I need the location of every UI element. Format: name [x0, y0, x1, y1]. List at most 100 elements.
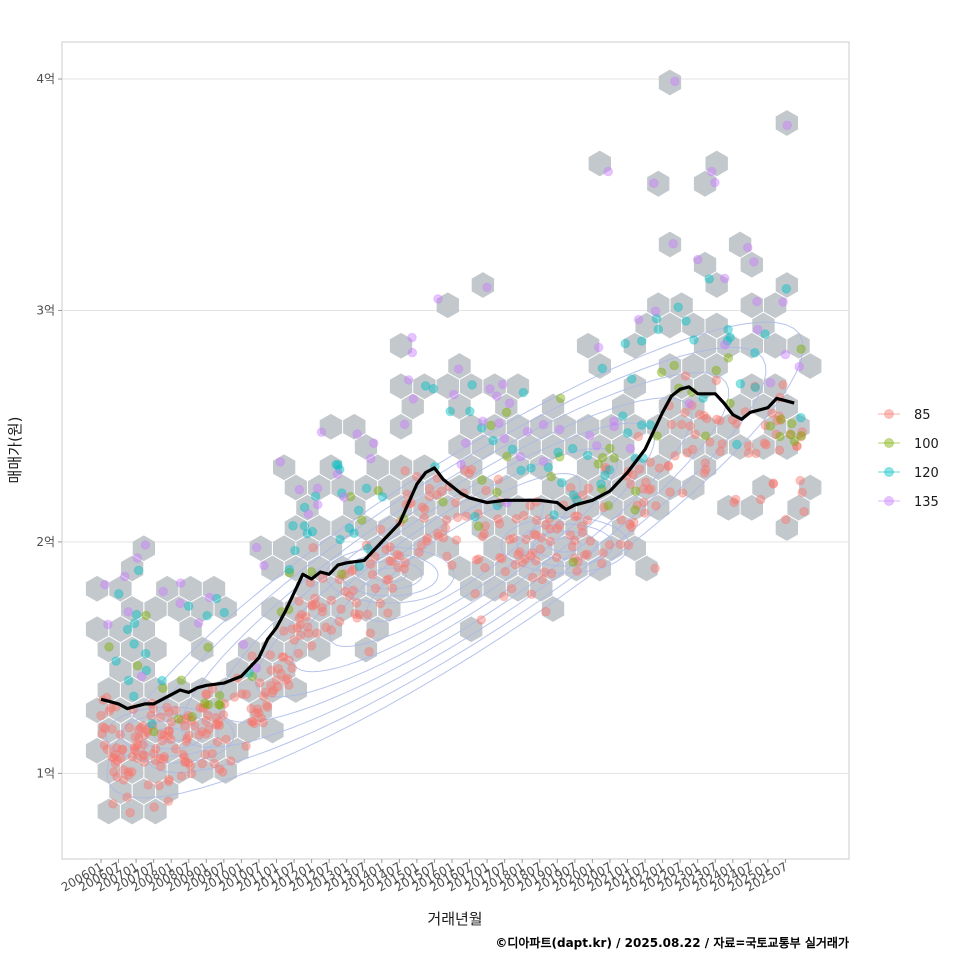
data-point-120: [567, 443, 578, 454]
data-point-135: [204, 592, 215, 603]
data-point-120: [596, 479, 606, 489]
hexbin-cell: [448, 434, 471, 460]
data-point-85: [541, 606, 551, 617]
data-point-85: [117, 745, 128, 755]
hexbin-cell: [354, 596, 378, 622]
hexbin-cell: [705, 150, 728, 177]
data-point-85: [525, 550, 536, 561]
data-point-100: [284, 567, 295, 578]
hexbin-cell: [728, 393, 752, 420]
hexbin-cell: [682, 434, 705, 460]
hexbin-cell: [658, 69, 682, 96]
data-point-85: [295, 619, 306, 630]
data-point-100: [306, 567, 317, 577]
data-point-85: [310, 599, 321, 610]
data-point-135: [456, 459, 467, 470]
data-point-85: [383, 574, 394, 585]
data-point-120: [302, 528, 313, 539]
data-point-135: [332, 469, 343, 479]
hexbin-cell: [319, 413, 343, 440]
density-contour: [121, 713, 219, 757]
data-point-85: [163, 776, 174, 787]
data-point-120: [284, 564, 295, 575]
data-point-135: [259, 560, 269, 571]
data-point-85: [477, 531, 488, 542]
data-point-120: [518, 387, 529, 398]
data-point-100: [501, 407, 512, 418]
data-point-85: [287, 663, 297, 674]
data-point-100: [373, 486, 384, 496]
data-point-85: [229, 692, 240, 702]
data-point-85: [306, 600, 317, 610]
data-point-85: [147, 720, 158, 731]
data-point-85: [497, 553, 507, 564]
data-point-85: [164, 726, 174, 736]
hexbin-cell: [787, 413, 810, 440]
hexbin-cell: [202, 697, 226, 724]
data-point-85: [781, 514, 791, 525]
data-point-85: [500, 566, 511, 577]
data-point-85: [702, 413, 712, 424]
hexbin-cell: [261, 555, 284, 582]
data-point-120: [335, 534, 345, 545]
hexbin-cell: [799, 353, 822, 379]
data-point-85: [142, 727, 153, 738]
hexbin-cell: [436, 292, 459, 319]
data-point-85: [466, 464, 477, 475]
data-point-85: [687, 400, 697, 411]
data-point-100: [669, 360, 680, 371]
hexbin-cell: [506, 373, 530, 400]
data-point-85: [585, 536, 596, 546]
data-point-85: [213, 717, 224, 727]
density-contour: [153, 727, 187, 743]
data-point-85: [164, 707, 174, 718]
data-point-85: [246, 703, 256, 714]
data-point-85: [159, 754, 169, 765]
hexbin-cell: [728, 231, 752, 258]
data-point-100: [630, 505, 640, 515]
data-point-120: [626, 374, 637, 384]
data-point-85: [400, 466, 410, 476]
hexbin-cell: [109, 656, 132, 683]
data-point-85: [280, 675, 291, 685]
data-point-135: [303, 509, 314, 519]
data-point-120: [600, 470, 610, 481]
data-point-85: [164, 774, 174, 785]
data-point-85: [712, 414, 722, 425]
data-point-85: [717, 439, 727, 449]
density-contour: [254, 422, 656, 698]
data-point-85: [125, 807, 135, 818]
data-point-120: [470, 511, 480, 522]
data-point-120: [620, 338, 631, 349]
data-point-120: [349, 528, 359, 539]
data-point-100: [786, 418, 797, 429]
data-point-85: [201, 716, 211, 727]
hexbin-cell: [401, 393, 424, 420]
data-point-135: [752, 296, 762, 307]
data-point-85: [266, 665, 276, 676]
hexbin-cell: [121, 555, 144, 582]
hexbin-cell: [658, 474, 682, 501]
data-point-85: [301, 612, 311, 622]
data-point-100: [176, 675, 187, 686]
legend-key-marker: [884, 496, 894, 506]
data-point-120: [760, 329, 770, 339]
y-tick-label: 4억: [36, 72, 55, 86]
data-point-120: [549, 510, 559, 520]
hexbin-cell: [249, 535, 272, 562]
data-point-85: [266, 680, 276, 691]
hexbin-cell: [495, 393, 518, 420]
hexbin-cell: [693, 332, 717, 359]
data-point-85: [186, 715, 197, 726]
hexbin-cell: [308, 636, 331, 663]
hexbin-cell: [121, 758, 144, 784]
data-point-85: [518, 510, 529, 521]
hexbin-cell: [658, 353, 682, 379]
data-point-85: [616, 515, 627, 525]
data-point-120: [202, 610, 212, 621]
hexbin-cell: [191, 677, 214, 703]
data-point-85: [470, 588, 481, 599]
density-contour: [357, 560, 423, 590]
data-point-85: [279, 652, 289, 662]
data-point-85: [276, 668, 286, 679]
